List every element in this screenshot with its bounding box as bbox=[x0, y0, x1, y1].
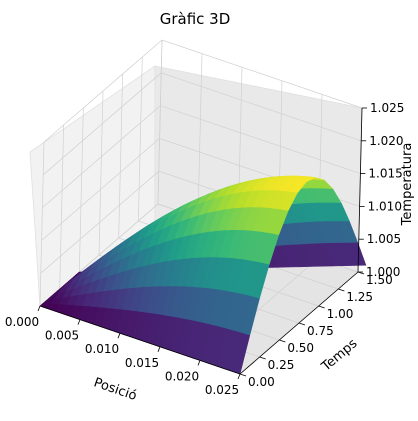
z-axis-label: Temperatura bbox=[400, 143, 415, 227]
x-tick-label: 0.005 bbox=[45, 329, 79, 343]
x-tick-mark bbox=[77, 319, 81, 325]
y-tick-label: 1.50 bbox=[366, 273, 393, 287]
x-tick-mark bbox=[37, 305, 41, 312]
y-tick-label: 1.00 bbox=[327, 307, 354, 321]
tick-labels: 0.000 0.005 0.010 0.015 0.020 0.025 0.00 0.25 0.… bbox=[5, 101, 405, 397]
y-tick-mark bbox=[298, 322, 306, 326]
z-tick-label: 1.005 bbox=[367, 232, 401, 246]
y-tick-mark bbox=[279, 339, 286, 343]
y-tick-label: 0.75 bbox=[307, 324, 334, 338]
y-axis-label: Temps bbox=[318, 336, 360, 375]
x-tick-mark bbox=[157, 346, 161, 352]
z-tick-label: 1.020 bbox=[369, 134, 403, 148]
x-tick-label: 0.010 bbox=[85, 342, 119, 356]
y-tick-label: 0.00 bbox=[248, 375, 275, 389]
y-tick-label: 0.25 bbox=[268, 358, 295, 372]
z-tick-label: 1.000 bbox=[366, 265, 400, 279]
y-tick-mark bbox=[318, 305, 325, 309]
chart-title: Gràfic 3D bbox=[160, 10, 231, 28]
y-tick-mark bbox=[259, 356, 266, 360]
x-tick-mark bbox=[117, 333, 121, 339]
x-tick-label: 0.015 bbox=[125, 356, 159, 370]
y-tick-mark bbox=[338, 288, 345, 292]
gridline-z bbox=[42, 105, 361, 208]
z-tick-label: 1.015 bbox=[368, 167, 402, 181]
y-tick-label: 1.25 bbox=[346, 290, 373, 304]
gridline-z bbox=[43, 39, 363, 143]
x-axis-label: Posició bbox=[92, 375, 139, 404]
x-tick-mark bbox=[237, 373, 241, 380]
z-tick-label: 1.010 bbox=[368, 199, 402, 213]
y-tick-mark bbox=[239, 373, 247, 377]
x-tick-label: 0.025 bbox=[205, 383, 239, 397]
y-tick-label: 0.50 bbox=[287, 341, 314, 355]
x-tick-label: 0.020 bbox=[165, 369, 199, 383]
x-tick-mark bbox=[197, 360, 201, 366]
x-tick-label: 0.000 bbox=[5, 315, 39, 329]
gridline-z bbox=[42, 72, 362, 176]
surface bbox=[39, 175, 367, 375]
z-tick-label: 1.025 bbox=[370, 101, 404, 115]
